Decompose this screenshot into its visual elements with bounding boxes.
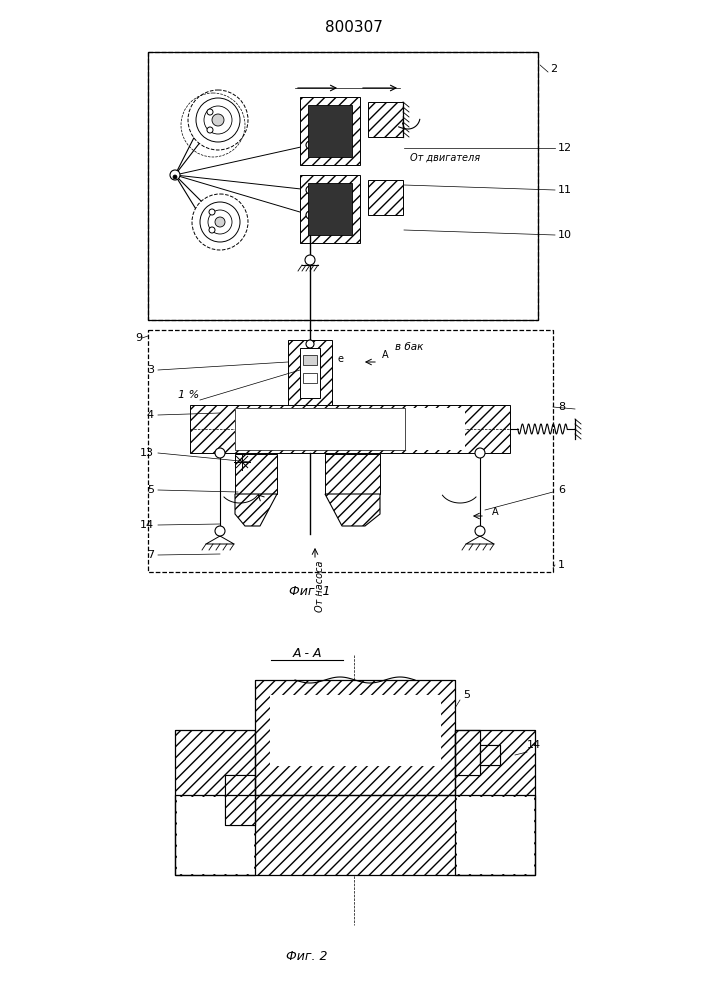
Circle shape xyxy=(215,526,225,536)
Bar xyxy=(235,408,465,450)
Text: 1: 1 xyxy=(558,560,565,570)
Bar xyxy=(225,775,255,825)
Bar xyxy=(225,775,255,825)
Text: 5: 5 xyxy=(147,485,154,495)
Text: 14: 14 xyxy=(140,520,154,530)
Circle shape xyxy=(475,448,485,458)
Text: 13: 13 xyxy=(140,448,154,458)
Bar xyxy=(175,795,535,875)
Bar xyxy=(270,695,440,765)
Circle shape xyxy=(170,170,180,180)
Bar xyxy=(455,730,535,875)
Circle shape xyxy=(209,227,215,233)
Bar xyxy=(255,680,455,795)
Circle shape xyxy=(212,114,224,126)
Circle shape xyxy=(192,194,248,250)
Text: А: А xyxy=(382,350,389,360)
Bar xyxy=(480,745,500,765)
Bar xyxy=(480,745,500,765)
Circle shape xyxy=(306,340,314,348)
Bar xyxy=(455,730,480,775)
Circle shape xyxy=(188,90,248,150)
Text: 9: 9 xyxy=(135,333,142,343)
Text: 5: 5 xyxy=(463,690,470,700)
Text: в бак: в бак xyxy=(395,342,423,352)
Text: От насоса: От насоса xyxy=(315,560,325,611)
Bar xyxy=(175,730,255,875)
Text: 11: 11 xyxy=(558,185,572,195)
Bar xyxy=(457,797,533,873)
Text: Фиг. 2: Фиг. 2 xyxy=(286,950,328,963)
Circle shape xyxy=(173,175,177,179)
Text: 8: 8 xyxy=(558,402,565,412)
Bar xyxy=(177,797,253,873)
Circle shape xyxy=(200,202,240,242)
Circle shape xyxy=(215,217,225,227)
Bar xyxy=(308,105,352,157)
Bar xyxy=(225,775,255,825)
Text: 10: 10 xyxy=(558,230,572,240)
Text: 4: 4 xyxy=(147,410,154,420)
Text: Фиг. 1: Фиг. 1 xyxy=(289,585,331,598)
Circle shape xyxy=(209,209,215,215)
Circle shape xyxy=(305,255,315,265)
Text: 12: 12 xyxy=(558,143,572,153)
Text: 3: 3 xyxy=(147,365,154,375)
Circle shape xyxy=(207,109,213,115)
Circle shape xyxy=(306,211,314,219)
Bar xyxy=(368,180,403,215)
Bar xyxy=(235,454,277,494)
Circle shape xyxy=(475,526,485,536)
Text: 2: 2 xyxy=(550,64,557,74)
Circle shape xyxy=(204,106,232,134)
Bar xyxy=(480,745,500,765)
Bar xyxy=(455,730,535,875)
Circle shape xyxy=(306,141,314,149)
Text: От двигателя: От двигателя xyxy=(410,153,480,163)
Bar xyxy=(300,97,360,165)
Bar xyxy=(235,408,405,450)
Bar xyxy=(175,795,535,875)
Bar xyxy=(175,730,255,875)
Bar xyxy=(368,102,403,137)
Polygon shape xyxy=(235,494,277,526)
Circle shape xyxy=(207,127,213,133)
Bar xyxy=(225,775,255,825)
Bar xyxy=(288,340,332,405)
Bar xyxy=(148,52,538,320)
Bar xyxy=(308,183,352,235)
Bar xyxy=(455,730,480,775)
Bar xyxy=(148,52,538,320)
Circle shape xyxy=(196,98,240,142)
Bar xyxy=(148,330,553,572)
Circle shape xyxy=(208,210,232,234)
Text: 7: 7 xyxy=(147,550,154,560)
Text: 800307: 800307 xyxy=(325,19,383,34)
Bar xyxy=(190,405,510,453)
Bar xyxy=(175,795,255,875)
Bar xyxy=(325,454,380,494)
Bar xyxy=(300,175,360,243)
Bar xyxy=(300,348,320,398)
Text: А: А xyxy=(492,507,498,517)
Text: е: е xyxy=(338,354,344,364)
Bar xyxy=(303,373,317,383)
Polygon shape xyxy=(325,494,380,526)
Text: 6: 6 xyxy=(558,485,565,495)
Bar xyxy=(455,730,480,775)
Circle shape xyxy=(215,448,225,458)
Text: A - A: A - A xyxy=(292,647,322,660)
Text: 14: 14 xyxy=(527,740,541,750)
Bar xyxy=(255,680,455,795)
Bar xyxy=(303,355,317,365)
Circle shape xyxy=(306,186,314,194)
Bar xyxy=(455,795,535,875)
Text: 1 %: 1 % xyxy=(178,390,199,400)
